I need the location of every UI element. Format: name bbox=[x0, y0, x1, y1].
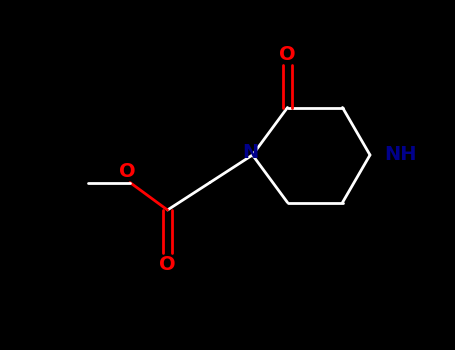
Text: N: N bbox=[242, 143, 258, 162]
Text: O: O bbox=[159, 256, 176, 274]
Text: O: O bbox=[279, 44, 296, 63]
Text: O: O bbox=[119, 162, 136, 181]
Text: NH: NH bbox=[384, 146, 416, 164]
